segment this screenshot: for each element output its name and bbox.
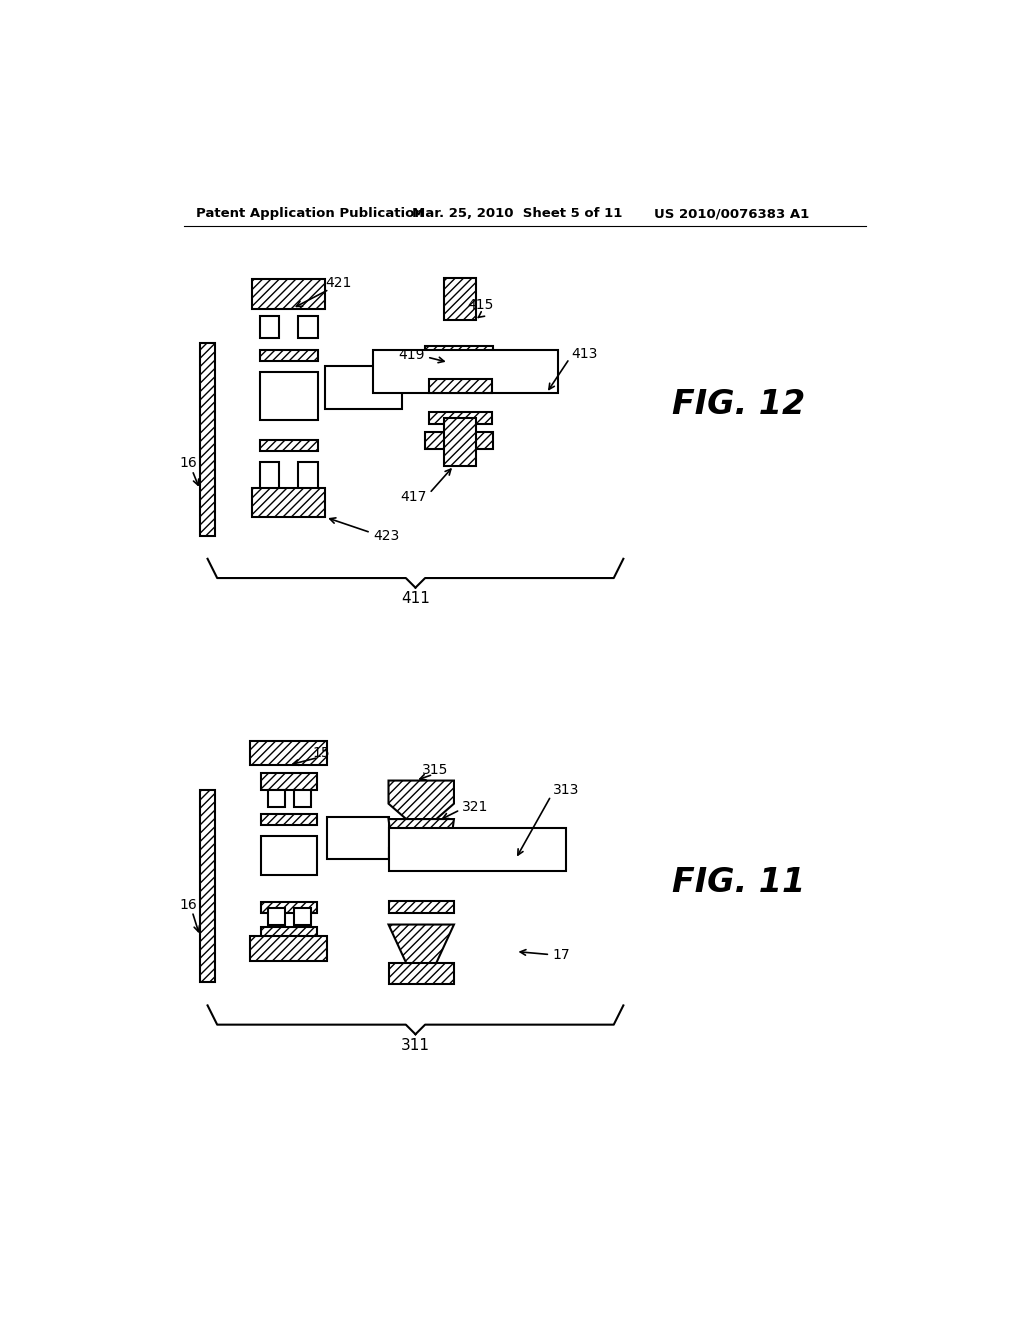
Text: 419: 419 — [398, 347, 425, 362]
Text: 415: 415 — [468, 298, 495, 313]
Bar — [425, 346, 494, 363]
Bar — [260, 350, 317, 360]
Bar — [261, 774, 316, 789]
Bar — [260, 441, 317, 451]
Bar — [294, 908, 310, 925]
Bar — [294, 789, 310, 807]
Text: 421: 421 — [326, 276, 351, 290]
Text: Mar. 25, 2010  Sheet 5 of 11: Mar. 25, 2010 Sheet 5 of 11 — [412, 207, 622, 220]
Bar — [298, 317, 317, 338]
Text: 313: 313 — [553, 783, 579, 797]
Bar — [373, 350, 558, 393]
Bar — [444, 418, 476, 466]
Bar — [298, 462, 317, 490]
Bar — [261, 927, 316, 944]
Bar — [429, 379, 493, 393]
Text: US 2010/0076383 A1: US 2010/0076383 A1 — [654, 207, 809, 220]
Polygon shape — [388, 780, 454, 818]
Text: 321: 321 — [462, 800, 488, 813]
Bar — [260, 372, 317, 420]
Text: 15: 15 — [312, 746, 331, 760]
Text: 413: 413 — [571, 347, 597, 360]
Bar — [388, 902, 454, 913]
Bar — [425, 432, 494, 449]
Text: 311: 311 — [401, 1038, 430, 1053]
Bar — [250, 741, 327, 766]
Bar — [200, 789, 215, 982]
Bar — [250, 936, 327, 961]
Text: 315: 315 — [422, 763, 447, 776]
Text: 411: 411 — [401, 591, 430, 606]
Bar — [429, 412, 493, 424]
Bar — [260, 462, 280, 490]
Text: FIG. 11: FIG. 11 — [672, 866, 806, 899]
Text: 16: 16 — [179, 455, 198, 470]
Bar — [388, 847, 454, 859]
Bar — [260, 317, 280, 338]
Text: FIG. 12: FIG. 12 — [672, 388, 806, 421]
Text: 423: 423 — [373, 529, 399, 543]
Text: 17: 17 — [553, 948, 570, 962]
Bar — [267, 908, 285, 925]
Polygon shape — [388, 964, 454, 983]
Text: 417: 417 — [400, 490, 427, 504]
Bar — [388, 829, 565, 871]
Bar — [261, 814, 316, 825]
Bar — [327, 817, 388, 859]
Bar — [267, 789, 285, 807]
Bar — [261, 903, 316, 913]
Bar — [326, 367, 402, 409]
Polygon shape — [388, 924, 454, 964]
Bar — [252, 280, 326, 309]
Bar — [200, 343, 215, 536]
Bar — [252, 488, 326, 517]
Polygon shape — [388, 818, 454, 859]
Text: 16: 16 — [179, 899, 198, 912]
Bar — [444, 277, 476, 321]
Text: Patent Application Publication: Patent Application Publication — [196, 207, 424, 220]
Bar — [261, 836, 316, 875]
